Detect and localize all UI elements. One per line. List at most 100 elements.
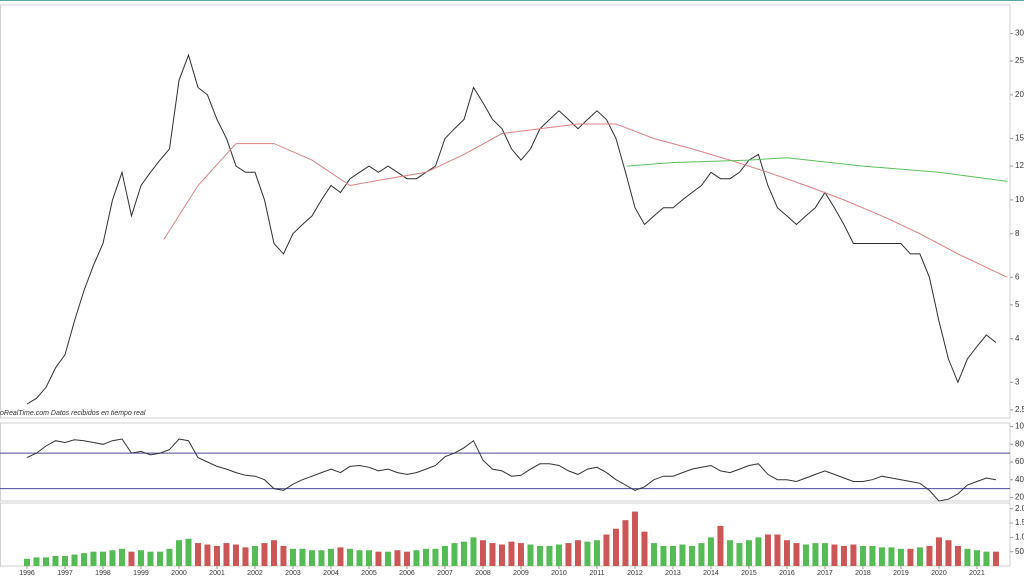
volume-bar [394, 550, 401, 566]
volume-bar [441, 545, 448, 566]
y-tick-label: 2.5 [1015, 405, 1024, 414]
x-tick-label: 1998 [95, 570, 111, 576]
x-tick-label: 2011 [589, 570, 604, 576]
volume-bar [641, 531, 648, 566]
volume-bar [71, 554, 78, 566]
volume-bar [650, 543, 657, 566]
volume-bar [90, 551, 97, 566]
volume-bar [128, 551, 135, 566]
x-tick-label: 2019 [893, 570, 909, 576]
x-tick-label: 2018 [855, 570, 871, 576]
volume-bar [137, 550, 144, 566]
y-tick-label: 5 [1015, 300, 1020, 309]
volume-bar [61, 555, 68, 566]
volume-bar [527, 544, 534, 566]
volume-bar [926, 545, 933, 566]
volume-bar [869, 545, 876, 566]
volume-bar [242, 547, 249, 566]
volume-bar [232, 544, 239, 566]
volume-bar [736, 543, 743, 566]
volume-bar [23, 558, 30, 566]
volume-bar [42, 557, 49, 566]
volume-bar [432, 548, 439, 566]
volume-bar [935, 537, 942, 566]
x-tick-label: 2015 [741, 570, 757, 576]
volume-bar [916, 547, 923, 566]
y-tick-label: 30 [1015, 29, 1024, 38]
volume-bar [726, 540, 733, 566]
volume-panel [0, 502, 1011, 567]
volume-bar [517, 543, 524, 566]
volume-bar [622, 520, 629, 566]
series-line [26, 438, 996, 502]
volume-bar [109, 550, 116, 566]
volume-bar [356, 550, 363, 566]
y-tick-label: 8 [1015, 229, 1020, 238]
volume-bar [299, 548, 306, 566]
y-tick-label: 40 [1015, 475, 1024, 484]
volume-bar [384, 551, 391, 566]
volume-bar [546, 545, 553, 566]
x-tick-label: 2001 [209, 570, 225, 576]
volume-bar [508, 541, 515, 566]
y-tick-label: 10 [1015, 195, 1024, 204]
volume-bar [52, 555, 59, 566]
volume-bar [251, 545, 258, 566]
x-tick-label: 2016 [779, 570, 795, 576]
volume-bar [802, 544, 809, 566]
y-tick-label: 3 [1015, 377, 1020, 386]
volume-bar [964, 548, 971, 566]
volume-bar [489, 543, 496, 566]
x-tick-label: 2010 [551, 570, 567, 576]
volume-bar [470, 537, 477, 566]
volume-bar [973, 550, 980, 566]
volume-bar [147, 551, 154, 566]
volume-bar [859, 545, 866, 566]
volume-bar [612, 528, 619, 566]
source-note: oRealTime.com Datos recibidos en tiempo … [0, 410, 146, 417]
x-tick-label: 2012 [627, 570, 643, 576]
volume-bar [479, 540, 486, 566]
volume-bar [774, 534, 781, 566]
volume-bar [223, 543, 230, 566]
y-tick-label: 6 [1015, 272, 1020, 281]
volume-bar [688, 545, 695, 566]
volume-bar [270, 540, 277, 566]
volume-bar [812, 543, 819, 566]
y-tick-label: 100 [1015, 422, 1024, 431]
volume-bar [118, 548, 125, 566]
volume-bar [318, 550, 325, 566]
volume-bar [888, 547, 895, 566]
x-tick-label: 2020 [931, 570, 947, 576]
price-panel [0, 4, 1011, 419]
volume-bar [717, 525, 724, 566]
volume-bar [945, 540, 952, 566]
volume-bar [403, 551, 410, 566]
volume-bar [327, 548, 334, 566]
volume-bar [821, 543, 828, 566]
volume-bar [992, 551, 999, 566]
x-tick-label: 1996 [19, 570, 35, 576]
x-tick-label: 2002 [247, 570, 263, 576]
x-tick-label: 2000 [171, 570, 187, 576]
x-tick-label: 2009 [513, 570, 529, 576]
volume-bar [213, 545, 220, 566]
y-tick-label: 80 [1015, 439, 1024, 448]
x-tick-label: 2017 [817, 570, 833, 576]
volume-bar [375, 551, 382, 566]
volume-bar [698, 543, 705, 566]
y-tick-label: 20 [1015, 90, 1024, 99]
volume-bar [337, 547, 344, 566]
volume-bar [80, 553, 87, 566]
y-tick-label: 25 [1015, 56, 1024, 65]
volume-bar [603, 534, 610, 566]
volume-bar [764, 534, 771, 566]
volume-bar [793, 543, 800, 566]
volume-bar [280, 545, 287, 566]
volume-bar [365, 550, 372, 566]
volume-bar [783, 540, 790, 566]
x-tick-label: 2021 [969, 570, 985, 576]
volume-bar [536, 545, 543, 566]
y-tick-label: 1.5M [1015, 518, 1024, 527]
volume-bar [555, 544, 562, 566]
